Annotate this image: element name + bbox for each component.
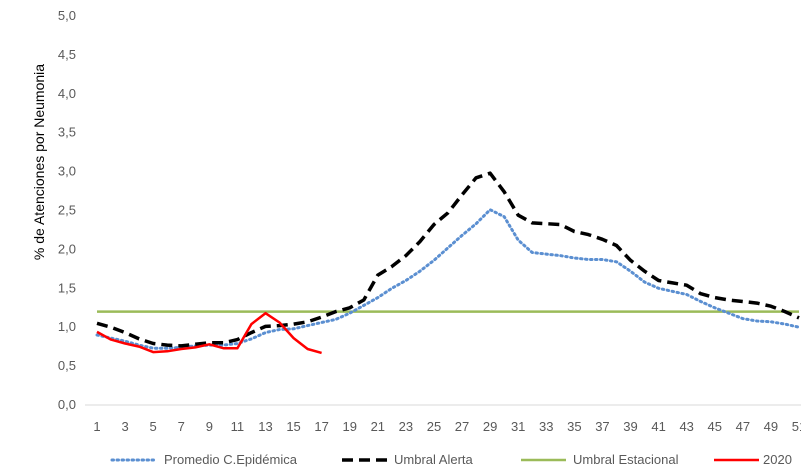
- x-tick-label: 33: [539, 419, 553, 434]
- x-tick-label: 19: [342, 419, 356, 434]
- x-tick-label: 39: [623, 419, 637, 434]
- y-axis-title-group: % de Atenciones por Neumonia: [31, 64, 47, 260]
- y-tick-label: 3,0: [58, 164, 76, 179]
- x-tick-label: 13: [258, 419, 272, 434]
- x-tick-label: 45: [708, 419, 722, 434]
- x-tick-label: 35: [567, 419, 581, 434]
- legend: Promedio C.Epidémica Umbral Alerta Umbral …: [110, 452, 792, 467]
- y-axis-title: % de Atenciones por Neumonia: [31, 64, 47, 260]
- y-tick-label: 4,5: [58, 47, 76, 62]
- y-tick-label: 1,0: [58, 319, 76, 334]
- x-tick-label: 5: [150, 419, 157, 434]
- x-tick-label: 15: [286, 419, 300, 434]
- y-tick-label: 0,0: [58, 397, 76, 412]
- legend-label: Promedio C.Epidémica: [164, 452, 298, 467]
- y-tick-labels: 0,0 0,5 1,0 1,5 2,0 2,5 3,0 3,5 4,0 4,5 5,0: [58, 8, 76, 412]
- series-line-1: [96, 171, 800, 348]
- y-tick-label: 2,0: [58, 241, 76, 256]
- x-tick-label: 21: [371, 419, 385, 434]
- x-tick-labels: 1 3 5 7 9 11 13 15 17 19 21 23 25 27 29 31 33 35 37 39 41 43 4…: [93, 419, 801, 434]
- legend-label: Umbral Alerta: [394, 452, 474, 467]
- x-tick-label: 23: [399, 419, 413, 434]
- x-tick-label: 51: [792, 419, 801, 434]
- y-tick-label: 4,0: [58, 86, 76, 101]
- x-tick-label: 25: [427, 419, 441, 434]
- x-tick-label: 3: [121, 419, 128, 434]
- x-tick-label: 47: [736, 419, 750, 434]
- x-tick-label: 37: [595, 419, 609, 434]
- x-tick-label: 31: [511, 419, 525, 434]
- y-tick-label: 5,0: [58, 8, 76, 23]
- legend-label: 2020: [763, 452, 792, 467]
- legend-label: Umbral Estacional: [573, 452, 679, 467]
- x-tick-label: 49: [764, 419, 778, 434]
- x-tick-label: 17: [314, 419, 328, 434]
- y-tick-label: 2,5: [58, 203, 76, 218]
- series-layer: [95, 171, 801, 355]
- y-tick-label: 0,5: [58, 358, 76, 373]
- x-tick-label: 29: [483, 419, 497, 434]
- x-tick-label: 9: [206, 419, 213, 434]
- x-tick-label: 41: [651, 419, 665, 434]
- x-tick-label: 43: [679, 419, 693, 434]
- x-tick-label: 11: [231, 419, 245, 434]
- x-tick-label: 27: [455, 419, 469, 434]
- y-tick-label: 3,5: [58, 125, 76, 140]
- series-line-3: [96, 311, 322, 355]
- series-line-0: [95, 208, 801, 350]
- x-tick-label: 7: [178, 419, 185, 434]
- y-tick-label: 1,5: [58, 280, 76, 295]
- x-tick-label: 1: [93, 419, 100, 434]
